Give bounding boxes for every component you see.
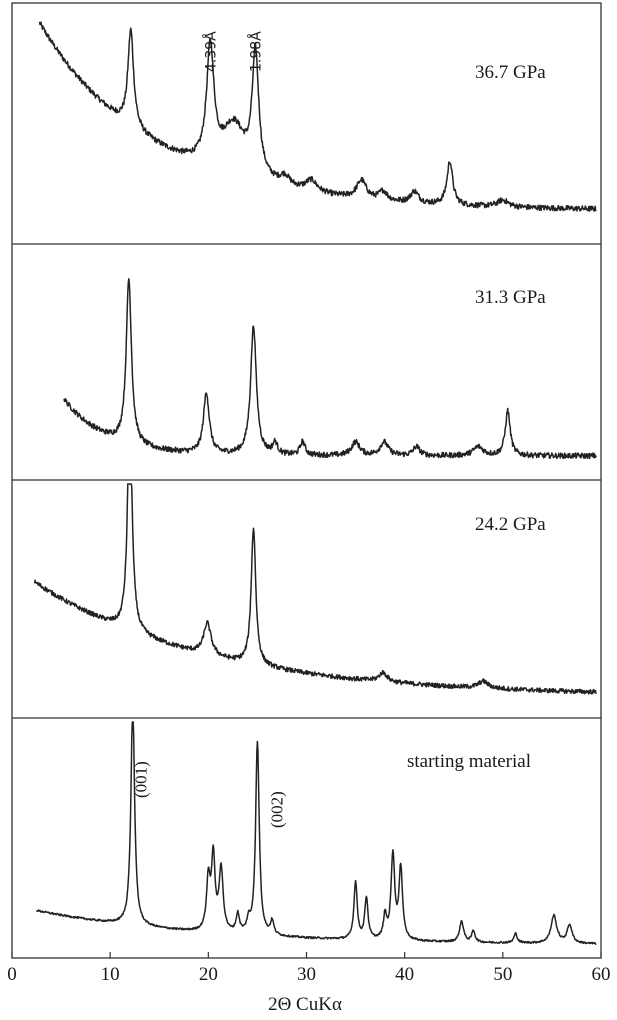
x-tick-label: 40 xyxy=(395,964,414,985)
x-tick-label: 0 xyxy=(7,964,17,985)
trace-panel-4 xyxy=(35,721,597,945)
trace-panel-3 xyxy=(33,483,597,695)
panel-label: 24.2 GPa xyxy=(475,514,546,535)
x-tick-label: 60 xyxy=(592,964,611,985)
peak-hkl-label: (001) xyxy=(132,761,151,798)
x-axis-title: 2Θ CuKα xyxy=(268,994,342,1015)
x-tick-label: 50 xyxy=(493,964,512,985)
x-tick-label: 10 xyxy=(101,964,120,985)
trace-panel-1 xyxy=(38,21,597,212)
panel-labels: 36.7 GPa 31.3 GPa 24.2 GPa starting materia… xyxy=(407,62,546,772)
x-tick-label: 20 xyxy=(199,964,218,985)
panel-label: 36.7 GPa xyxy=(475,62,546,83)
x-tick-label: 30 xyxy=(297,964,316,985)
diffraction-traces xyxy=(33,21,597,945)
peak-hkl-label: (002) xyxy=(267,791,286,828)
x-axis: 0 10 20 30 40 50 60 xyxy=(7,952,611,985)
panel-frames xyxy=(11,2,602,959)
peak-annotations: 4.39Å 1.98Å (001) (002) xyxy=(132,31,287,828)
peak-d-spacing-label: 4.39Å xyxy=(202,31,219,72)
panel-label: 31.3 GPa xyxy=(475,287,546,308)
trace-panel-2 xyxy=(63,277,597,460)
peak-d-spacing-label: 1.98Å xyxy=(248,31,265,72)
panel-label: starting material xyxy=(407,751,531,772)
